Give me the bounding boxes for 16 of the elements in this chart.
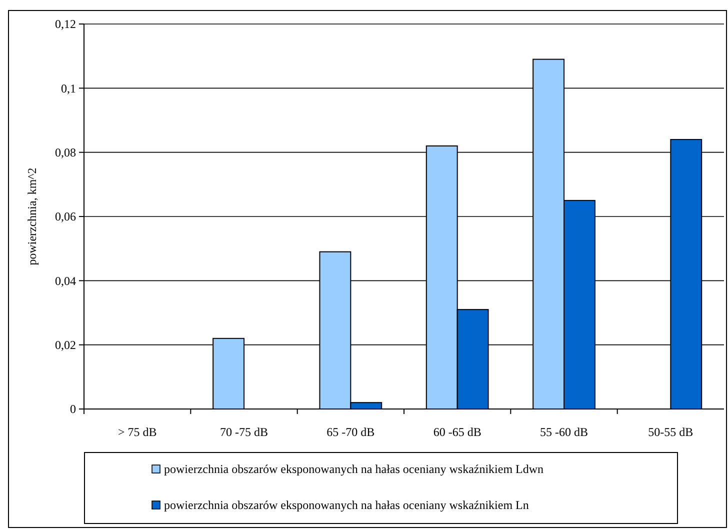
legend-label: powierzchnia obszarów eksponowanych na hałas oceniany wskaźnikiem Ldwn [164, 462, 544, 476]
x-tick-label: 55 -60 dB [540, 425, 588, 439]
y-axis-title: powierzchnia, km^2 [25, 168, 39, 266]
x-tick-label: 50-55 dB [648, 425, 694, 439]
legend-label: powierzchnia obszarów eksponowanych na hałas oceniany wskaźnikiem Ln [164, 498, 529, 512]
x-tick-label: 60 -65 dB [433, 425, 482, 439]
y-tick-label: 0,06 [55, 210, 76, 224]
x-tick-label: 65 -70 dB [326, 425, 375, 439]
y-tick-label: 0,12 [55, 17, 76, 32]
y-tick-label: 0,08 [55, 146, 76, 160]
y-tick-label: 0,02 [55, 338, 76, 352]
y-tick-label: 0,1 [61, 81, 76, 96]
y-tick-label: 0,04 [55, 274, 76, 288]
y-tick-label: 0 [70, 402, 76, 416]
x-tick-label: 70 -75 dB [220, 425, 268, 439]
x-tick-label: > 75 dB [118, 425, 157, 439]
